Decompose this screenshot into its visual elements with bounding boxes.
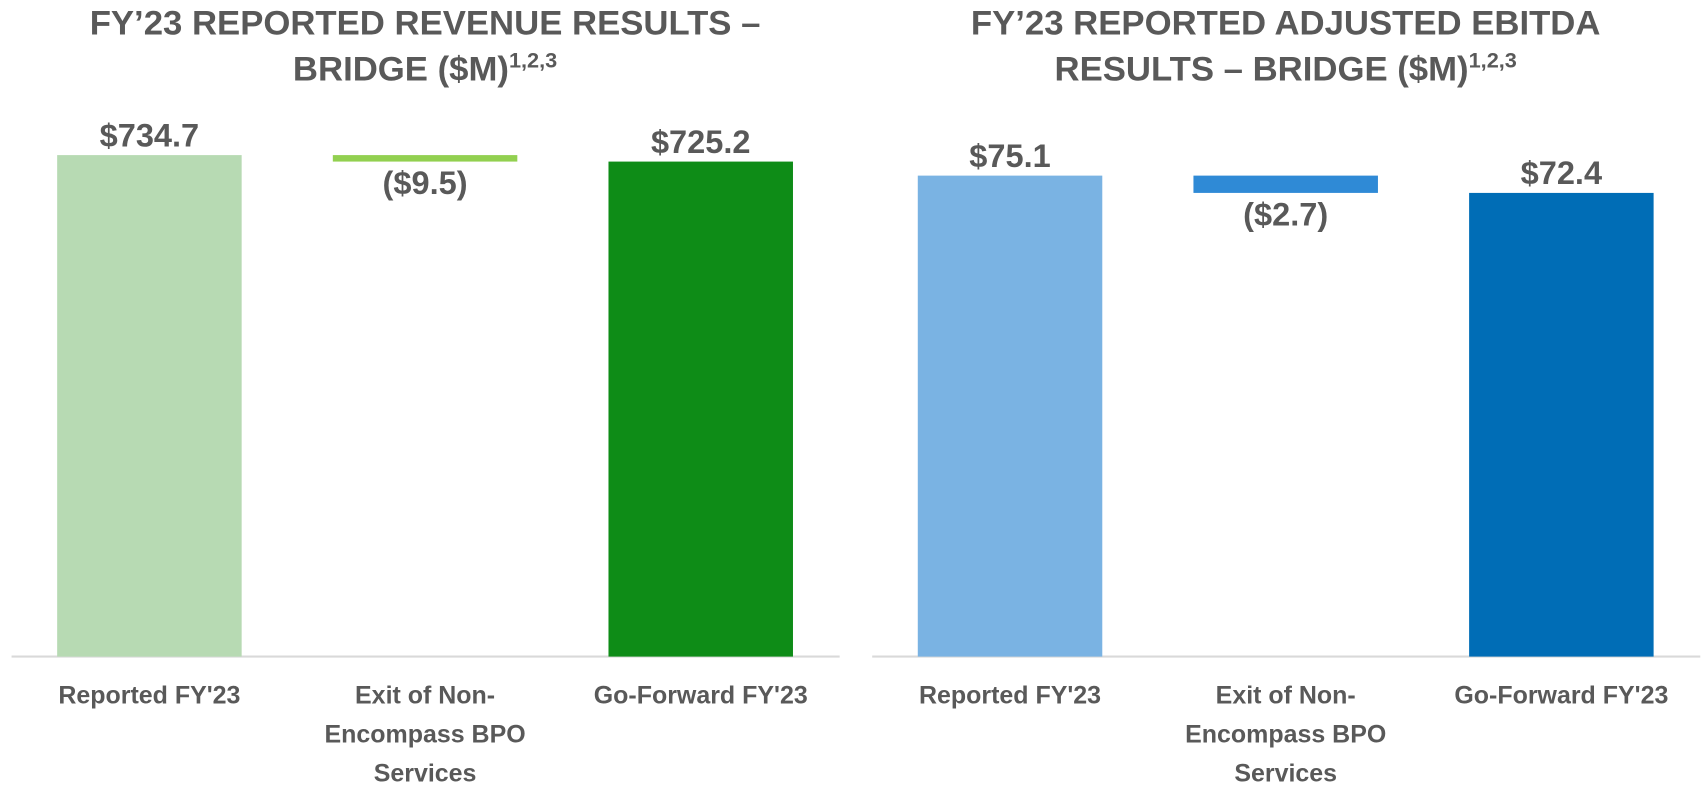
title-note: 1,2,3 (1469, 47, 1517, 72)
x-label-box: Reported FY'23 (918, 680, 1102, 709)
x-label-box: Go-Forward FY'23 (1454, 680, 1669, 709)
title-line: BRIDGE ($M) (293, 50, 509, 88)
x-label-box: Go-Forward FY'23 (593, 680, 808, 709)
x-tick-label: Reported FY'23 (58, 680, 241, 709)
value-label: $75.1 (969, 138, 1050, 174)
x-label-box: Exit of Non-Encompass BPO Services (1185, 680, 1387, 787)
x-tick-label: Exit of Non-Encompass BPO Services (324, 680, 526, 787)
value-label: $725.2 (651, 124, 751, 160)
bar (1193, 175, 1378, 193)
x-tick-label: Go-Forward FY'23 (593, 680, 808, 709)
chart-title: BRIDGE ($M)1,2,3 (293, 47, 557, 88)
chart-title: RESULTS – BRIDGE ($M)1,2,3 (1055, 47, 1517, 88)
x-label-box: Reported FY'23 (58, 680, 241, 709)
bar (332, 155, 518, 162)
bar (608, 161, 793, 657)
x-tick-label: Reported FY'23 (918, 680, 1102, 709)
x-tick-label: Go-Forward FY'23 (1454, 680, 1669, 709)
title-line: FY’23 REPORTED ADJUSTED EBITDA (971, 5, 1601, 43)
chart-title: FY’23 REPORTED REVENUE RESULTS – (90, 5, 761, 43)
bar (57, 155, 242, 657)
title-line: FY’23 REPORTED REVENUE RESULTS – (90, 5, 761, 43)
value-label: $72.4 (1521, 155, 1602, 191)
bar (917, 175, 1103, 657)
value-label: ($9.5) (383, 165, 468, 201)
x-tick-label: Exit of Non-Encompass BPO Services (1185, 680, 1387, 787)
bar (1469, 192, 1654, 657)
value-label: ($2.7) (1243, 196, 1328, 232)
chart-title: FY’23 REPORTED ADJUSTED EBITDA (971, 5, 1601, 43)
title-line: RESULTS – BRIDGE ($M) (1055, 50, 1469, 88)
title-note: 1,2,3 (509, 47, 557, 72)
value-label: $734.7 (100, 117, 200, 153)
x-label-box: Exit of Non-Encompass BPO Services (324, 680, 526, 787)
